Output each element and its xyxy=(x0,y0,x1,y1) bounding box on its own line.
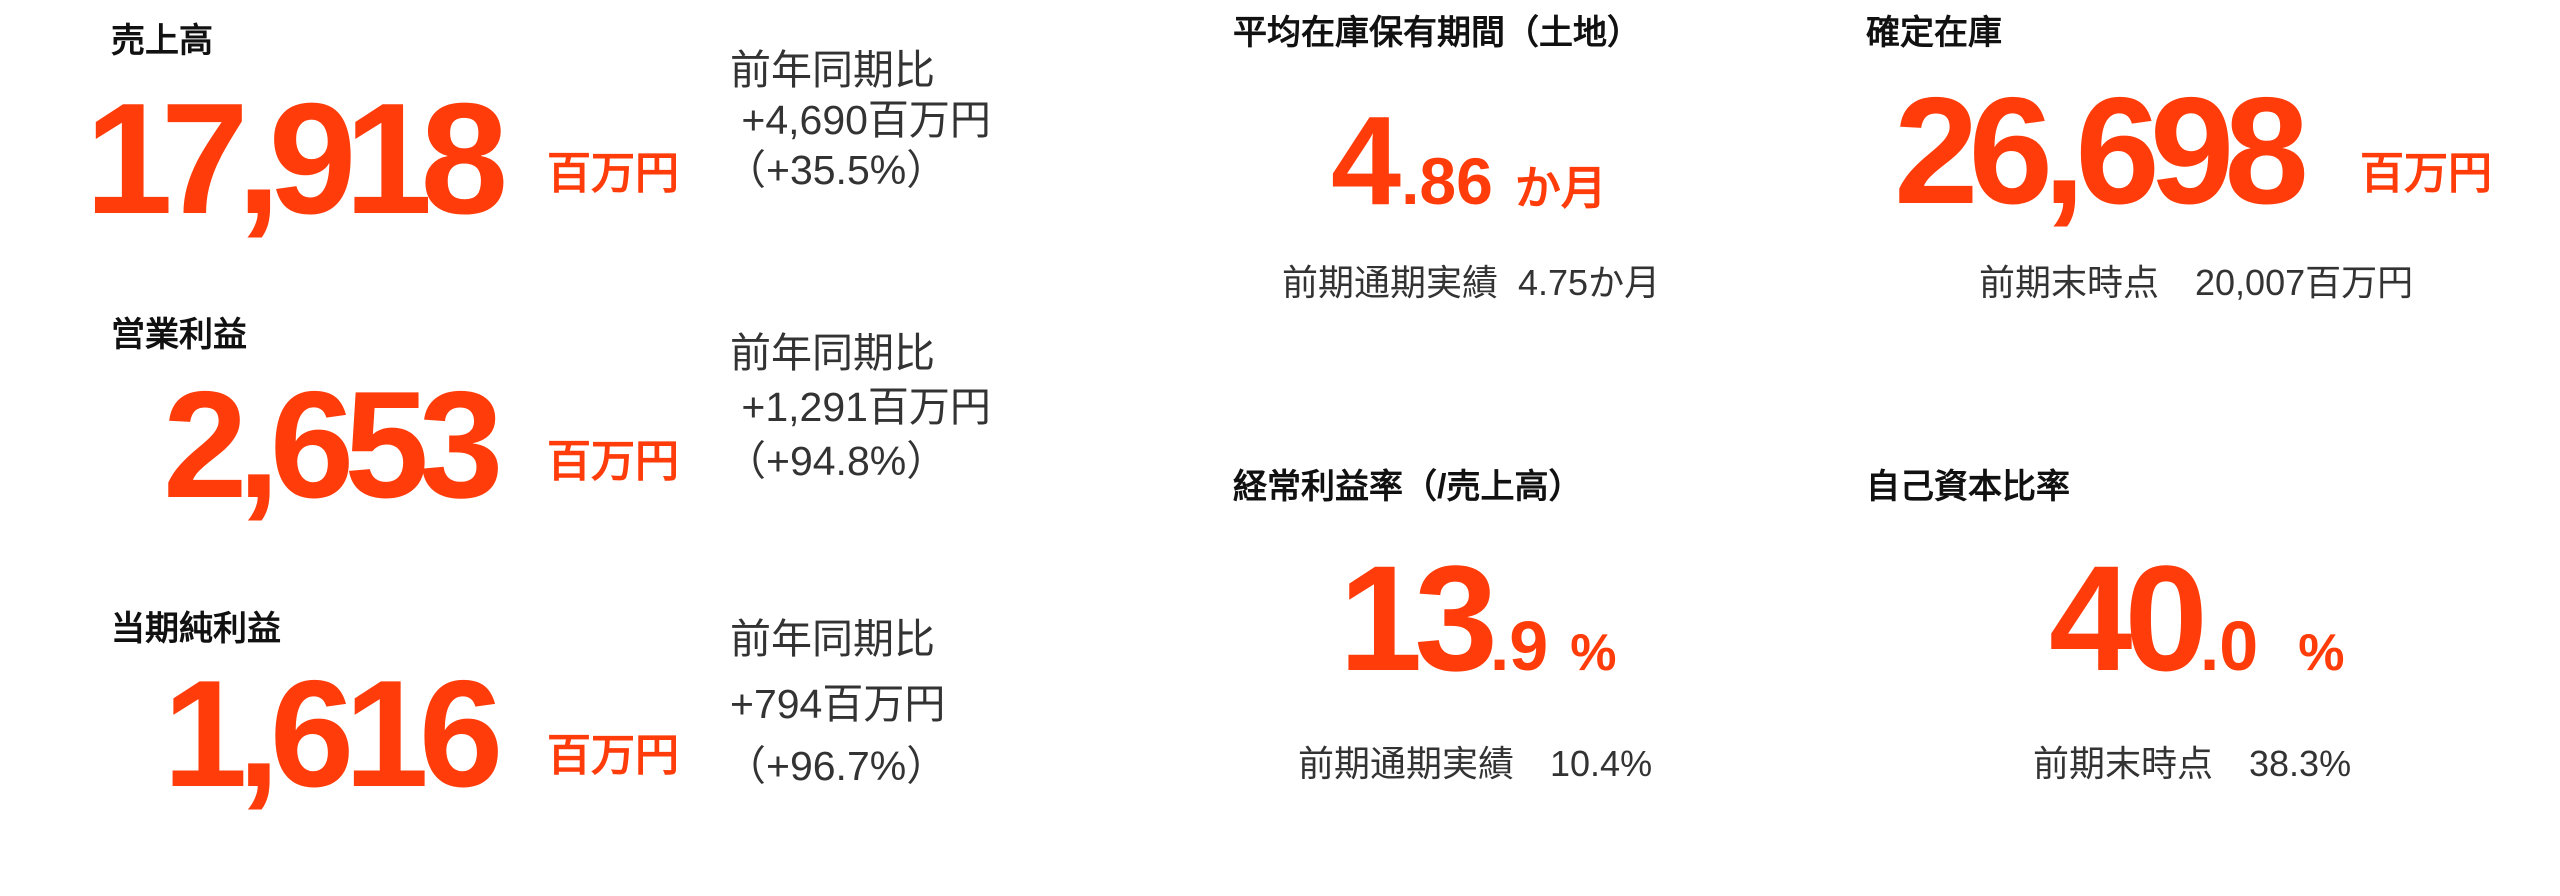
inventory-period-value: 4 .86 か月 xyxy=(1331,98,1607,224)
net-income-compare-amount: +794百万円 xyxy=(730,681,946,727)
operating-profit-compare-label: 前年同期比 xyxy=(730,330,935,376)
fixed-inventory-sub: 前期末時点 20,007百万円 xyxy=(1979,262,2414,303)
fixed-inventory-unit: 百万円 xyxy=(2360,149,2492,198)
net-income-compare-label: 前年同期比 xyxy=(730,616,935,662)
equity-ratio-unit: % xyxy=(2298,624,2345,682)
operating-profit-label: 営業利益 xyxy=(111,316,247,354)
equity-ratio-label: 自己資本比率 xyxy=(1866,468,2070,506)
fixed-inventory-value: 26,698 xyxy=(1894,66,2309,236)
inventory-period-sub: 前期通期実績 4.75か月 xyxy=(1282,262,1661,303)
sales-compare-label: 前年同期比 xyxy=(730,47,935,93)
ordinary-margin-dec: .9 xyxy=(1489,607,1549,685)
ordinary-margin-label: 経常利益率（/売上高） xyxy=(1233,468,1583,506)
sales-unit: 百万円 xyxy=(547,149,679,198)
sales-compare-amount: +4,690百万円 xyxy=(730,97,991,143)
ordinary-margin-int: 13 xyxy=(1339,534,1498,702)
inventory-period-unit: か月 xyxy=(1514,162,1607,214)
inventory-period-int: 4 xyxy=(1331,90,1402,231)
ordinary-margin-sub: 前期通期実績 10.4% xyxy=(1298,743,1653,784)
net-income-compare-pct: （+96.7%） xyxy=(725,743,948,789)
net-income-unit: 百万円 xyxy=(547,731,679,780)
net-income-value: 1,616 xyxy=(163,649,503,819)
operating-profit-compare-pct: （+94.8%） xyxy=(725,438,948,484)
ordinary-margin-unit: % xyxy=(1570,624,1617,682)
sales-label: 売上高 xyxy=(111,22,213,60)
inventory-period-label: 平均在庫保有期間（土地） xyxy=(1233,14,1641,52)
fixed-inventory-label: 確定在庫 xyxy=(1866,14,2002,52)
net-income-label: 当期純利益 xyxy=(111,610,281,648)
operating-profit-compare-amount: +1,291百万円 xyxy=(730,384,991,430)
sales-value: 17,918 xyxy=(85,71,508,247)
operating-profit-value: 2,653 xyxy=(163,360,503,530)
ordinary-margin-value: 13 .9 % xyxy=(1339,543,1617,693)
equity-ratio-dec: .0 xyxy=(2199,607,2259,685)
inventory-period-dec: .86 xyxy=(1401,144,1493,218)
equity-ratio-value: 40 .0 % xyxy=(2049,543,2345,693)
equity-ratio-sub: 前期末時点 38.3% xyxy=(2033,743,2352,784)
sales-compare-pct: （+35.5%） xyxy=(725,147,948,193)
equity-ratio-int: 40 xyxy=(2049,534,2208,702)
operating-profit-unit: 百万円 xyxy=(547,437,679,486)
